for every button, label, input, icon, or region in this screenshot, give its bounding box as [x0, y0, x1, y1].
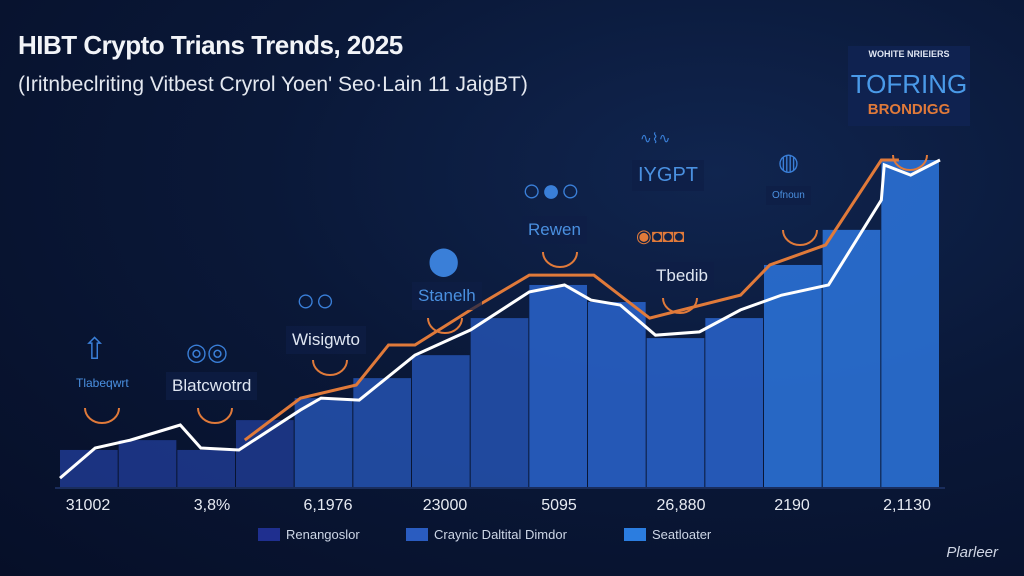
bar [177, 449, 235, 488]
arc-marker [84, 407, 120, 424]
legend-label: Renangoslor [286, 527, 360, 542]
x-tick-label: 2190 [774, 497, 810, 514]
annotation-label: Stanelh [412, 282, 482, 310]
corner-badge-title: TOFRING [850, 69, 968, 99]
bar [470, 318, 529, 488]
annotation-label: Tlabeqwrt [76, 376, 129, 390]
x-tick-label: 26,880 [656, 497, 706, 514]
arc-marker [542, 251, 578, 268]
legend-label: Seatloater [652, 527, 712, 542]
bar [353, 378, 411, 488]
x-tick-label: 31002 [65, 497, 111, 514]
chain-icon: ∿⌇∿ [640, 130, 671, 146]
orange-trend-line [243, 158, 899, 442]
corner-badge-small: WOHITE NRIEIERS [868, 49, 950, 59]
annotation-label: Rewen [522, 216, 587, 244]
bar [412, 355, 470, 488]
bar [881, 160, 939, 488]
chart-subtitle: (Iritnbeclriting Vitbest Cryrol Yoen' Se… [18, 73, 528, 96]
bar [588, 302, 646, 488]
legend-item: Renangoslor [258, 527, 360, 542]
legend-swatch [406, 528, 428, 541]
x-tick-label: 23000 [422, 497, 468, 514]
linked-circles-icon: ○●○ [522, 172, 580, 208]
x-tick-label: 6,1976 [303, 497, 353, 514]
network-icon: ⬤ [428, 245, 460, 276]
legend-swatch [258, 528, 280, 541]
annotation-label: Wisigwto [286, 326, 367, 354]
annotation-label: Ofnoun [766, 186, 811, 205]
corner-badge: WOHITE NRIEIERS TOFRING BRONDIGG [848, 46, 970, 126]
x-tick-label: 3,8% [193, 497, 231, 514]
bar [236, 420, 294, 488]
x-tick-label: 2,1130 [883, 497, 931, 514]
globe-icon: ◎◎ [186, 339, 228, 366]
annotation-label: Tbedib [650, 262, 714, 290]
x-tick-label: 5095 [541, 497, 577, 514]
bar [529, 284, 587, 488]
bar [646, 338, 705, 488]
arc-marker [197, 407, 233, 424]
arrow-up-icon: ⇧ [82, 333, 108, 366]
annotation-label: Blatcwotrd [166, 372, 258, 400]
building-globe-icon: ◍ [778, 149, 799, 176]
vehicles-icon: ◉◘◘◘ [636, 226, 685, 246]
bar [118, 440, 177, 488]
arc-marker [312, 359, 348, 376]
annotation-label: IYGPT [632, 160, 705, 191]
arc-marker [662, 297, 698, 314]
bar [764, 264, 822, 488]
legend-item: Craynic Daltital Dimdor [406, 527, 567, 542]
chart-title: HIBT Crypto Trians Trends, 2025 [18, 30, 403, 60]
brand-watermark: Plarleer [946, 544, 998, 561]
legend-label: Craynic Daltital Dimdor [434, 527, 567, 542]
white-trend-line [59, 158, 941, 480]
arc-marker [427, 317, 463, 334]
bar [294, 398, 353, 488]
corner-badge-accent: BRONDIGG [867, 101, 951, 118]
bar [705, 318, 763, 488]
legend-swatch [624, 528, 646, 541]
bar [822, 229, 881, 488]
legend-item: Seatloater [624, 527, 711, 542]
linked-circles-icon: ○○ [296, 282, 335, 318]
arc-marker [782, 229, 818, 246]
